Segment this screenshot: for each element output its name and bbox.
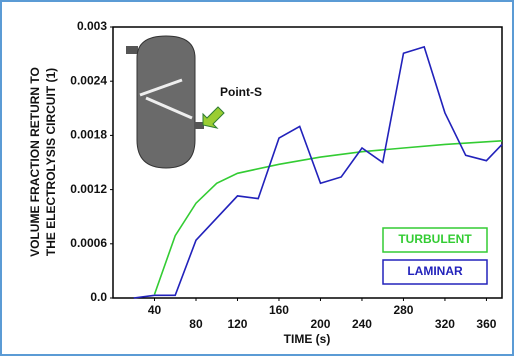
- x-axis-label: TIME (s): [284, 332, 331, 346]
- y-axis-label: VOLUME FRACTION RETURN TO: [28, 67, 42, 257]
- y-tick-label: 0.0018: [70, 128, 107, 142]
- x-tick-label: 240: [352, 317, 372, 331]
- legend-label: TURBULENT: [398, 232, 472, 246]
- y-tick-label: 0.003: [77, 19, 107, 33]
- x-tick-label: 120: [227, 317, 247, 331]
- inlet-nozzle: [126, 46, 138, 54]
- x-tick-label: 160: [269, 303, 289, 317]
- legend-label: LAMINAR: [407, 264, 463, 278]
- y-tick-label: 0.0012: [70, 182, 107, 196]
- frame: [1, 1, 513, 355]
- annotation: Point-S: [220, 85, 262, 99]
- chart: VOLUME FRACTION RETURN TO THE ELECTROLYS…: [0, 0, 514, 356]
- y-axis-label: THE ELECTROLYSIS CIRCUIT (1): [44, 68, 58, 256]
- x-tick-label: 280: [393, 303, 413, 317]
- x-tick-label: 360: [476, 317, 496, 331]
- vessel: [137, 36, 195, 168]
- y-tick-label: 0.0: [90, 290, 107, 304]
- y-tick-label: 0.0006: [70, 236, 107, 250]
- x-tick-label: 200: [310, 317, 330, 331]
- x-tick-label: 40: [148, 303, 162, 317]
- x-tick-label: 320: [435, 317, 455, 331]
- y-tick-label: 0.0024: [70, 73, 107, 87]
- x-tick-label: 80: [189, 317, 203, 331]
